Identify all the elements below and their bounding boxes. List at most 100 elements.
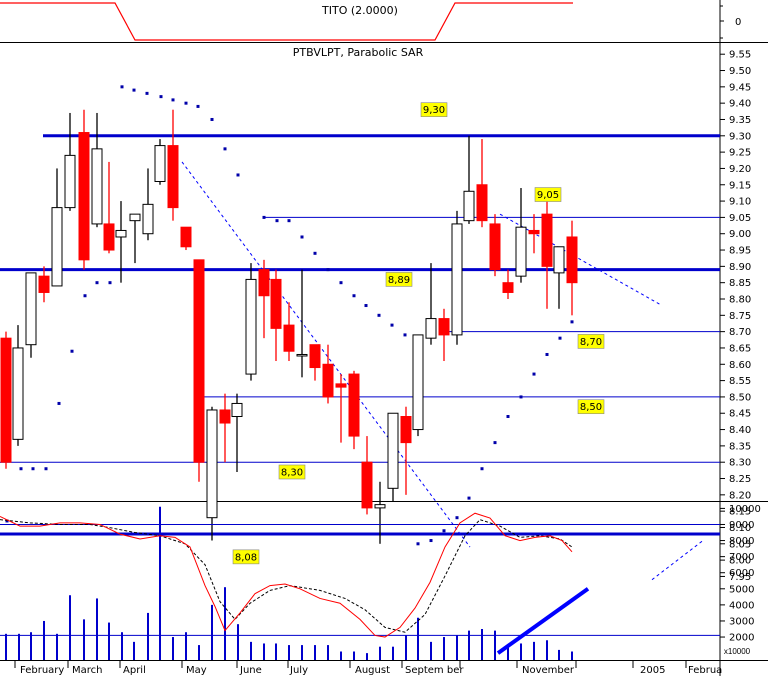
candle-body [438,318,450,336]
volume-y-axis: 10000 9000 8000 7000 6000 5000 4000 3000 2000 [720,504,761,644]
x-tick-label: April [123,665,146,676]
candle-body [348,373,360,437]
price-tick-label: 8.30 [729,458,751,469]
level-label-box [577,334,605,349]
volume-tick-label: 3000 [729,616,754,627]
sar-dot [403,333,407,337]
price-tick-label: 8.40 [729,425,751,436]
trend-line [181,161,471,548]
sar-dot [390,323,394,327]
sar-dot [70,349,74,353]
sar-dot [145,91,149,95]
candle [219,393,231,463]
parabolic-sar [5,85,574,546]
sar-dot [19,467,23,471]
candle [283,302,295,362]
candle [245,263,257,381]
candle [64,112,76,211]
candle-body [425,318,437,339]
price-tick-label: 9.20 [729,164,751,175]
candle [129,213,141,264]
level-label-text: 8,89 [388,275,410,286]
sar-dot [429,539,433,543]
sar-dot [196,104,200,108]
volume-tick-label: 8000 [729,536,754,547]
sar-dot [480,467,484,471]
candle-body [91,148,103,225]
candle [566,220,578,316]
price-tick-label: 8.20 [729,490,751,501]
candle [451,210,463,345]
price-tick-label: 8.55 [729,376,751,387]
level-label-box [278,464,306,480]
sar-dot [184,101,188,105]
level-label-box [232,549,260,565]
candle-body [193,259,205,463]
candle-body [25,272,37,346]
price-tick-label: 9.30 [729,131,751,142]
volume-tick-label: 9000 [729,520,754,531]
sar-dot [108,281,112,285]
tito-panel: TITO (2.0000) 0 [0,2,741,41]
price-tick-label: 8.65 [729,343,751,354]
level-label-text: 8,50 [580,402,602,413]
sar-dot [300,235,304,239]
candle-body [335,383,347,388]
tito-line [0,2,573,41]
candle [206,406,218,541]
candle-body [283,324,295,352]
volume-bars [5,506,573,660]
candlesticks [0,109,578,544]
level-label-box [385,272,413,287]
candle-body [245,278,257,375]
level-label: 8,30 [278,464,306,480]
sar-dot [120,85,124,89]
candle [258,259,270,339]
candle-body [78,132,90,261]
candle-body [541,213,553,267]
candle-body [361,461,373,509]
candle [387,412,399,502]
volume-tick-label: 7000 [729,552,754,563]
sar-dot [132,88,136,92]
level-label-text: 9,05 [537,190,559,201]
candle [103,161,115,254]
price-tick-label: 8.75 [729,311,751,322]
candle-body [502,282,514,293]
level-label-box [420,102,448,117]
candle [78,109,90,270]
sar-dot [159,95,163,99]
candle-body [258,269,270,297]
volume-tick-label: 4000 [729,600,754,611]
sar-dot [416,542,420,546]
price-tick-label: 8.10 [729,523,751,534]
candle-body [451,223,463,336]
price-tick-label: 9.35 [729,115,751,126]
candle [361,436,373,515]
candle [348,370,360,450]
sar-dot [545,352,549,356]
price-tick-label: 8.85 [729,278,751,289]
sar-dot [326,268,330,272]
sar-dot [532,372,536,376]
level-label-text: 9,30 [423,105,445,116]
sar-dot [377,313,381,317]
candle-body [115,229,127,238]
price-tick-label: 8.95 [729,246,751,257]
level-label-box [577,399,605,415]
sar-dot [287,219,291,223]
candle [38,266,50,303]
sar-dot [313,251,317,255]
candle-body [528,229,540,235]
level-label: 8,89 [385,272,413,287]
sar-dot [506,415,510,419]
candle-body [296,353,308,357]
level-label-text: 8,70 [580,337,602,348]
x-tick-label: August [355,665,390,676]
trend-lines [181,161,704,581]
price-tick-label: 8.05 [729,539,751,550]
price-tick-label: 7.95 [729,572,751,583]
candle [489,214,501,277]
candle [463,135,475,224]
x-tick-label: July [289,665,308,676]
